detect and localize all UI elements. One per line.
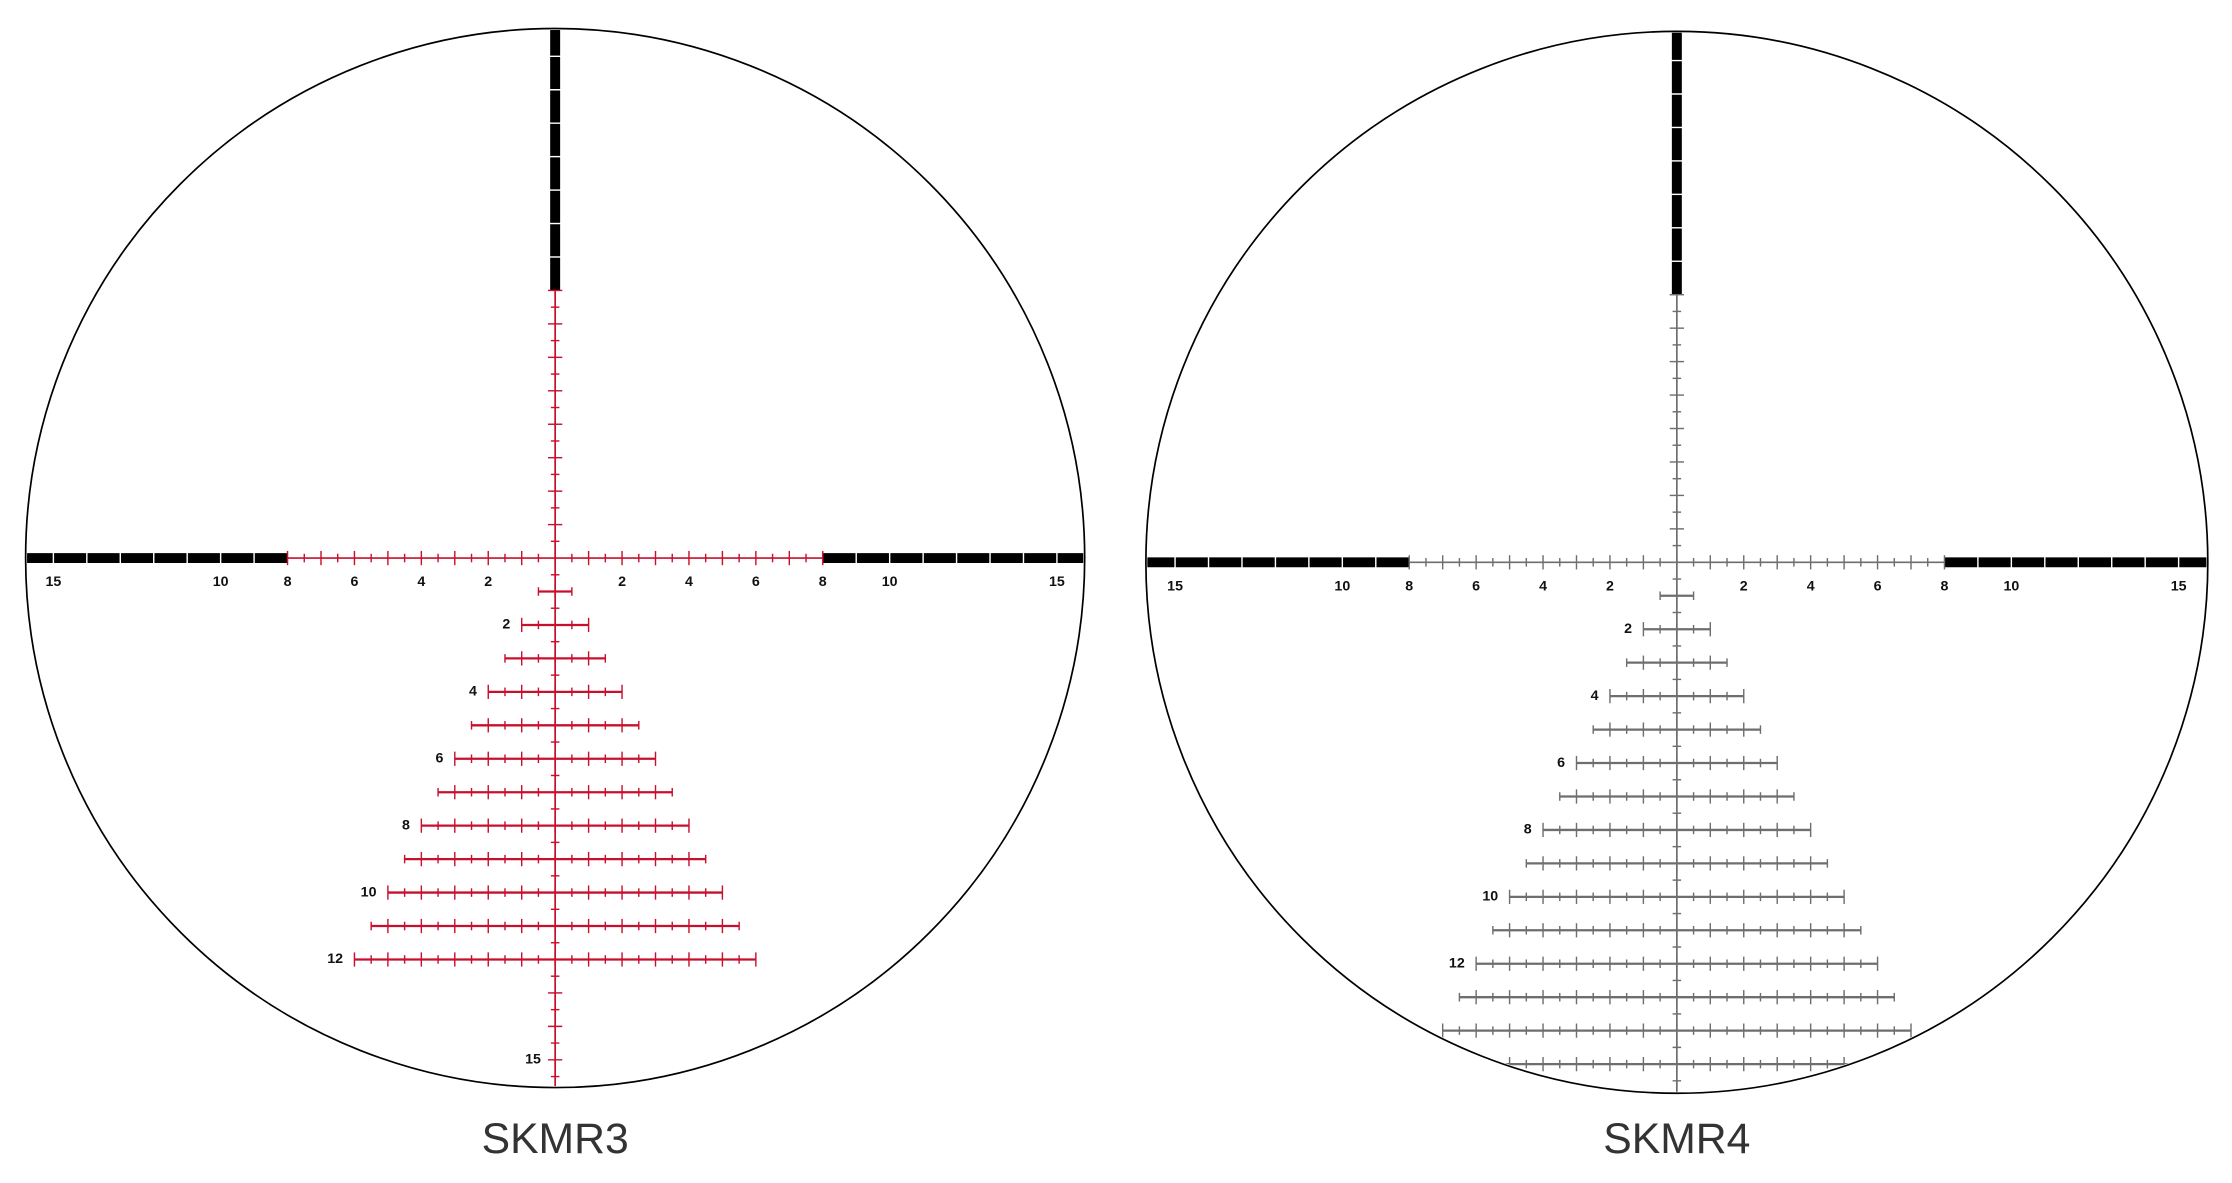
windage-label: 4	[417, 574, 425, 590]
windage-label: 10	[2003, 578, 2019, 594]
elevation-label: 10	[361, 884, 377, 900]
windage-label: 6	[1874, 578, 1882, 594]
elevation-label: 8	[1524, 822, 1532, 838]
windage-label: 6	[752, 574, 760, 590]
elevation-label: 8	[402, 817, 410, 833]
elevation-label: 6	[1557, 755, 1565, 771]
windage-label: 15	[45, 574, 61, 590]
elevation-label: 15	[525, 1052, 541, 1068]
elevation-label: 2	[502, 617, 510, 633]
windage-label: 6	[1472, 578, 1480, 594]
windage-label: 4	[1807, 578, 1815, 594]
windage-label: 4	[685, 574, 693, 590]
elevation-label: 12	[1449, 956, 1465, 972]
elevation-label: 12	[327, 951, 343, 967]
elevation-label: 4	[469, 684, 477, 700]
windage-label: 15	[1167, 578, 1183, 594]
windage-label: 10	[1334, 578, 1350, 594]
scope-ring	[1145, 30, 2209, 1095]
windage-label: 10	[213, 574, 229, 590]
windage-label: 8	[1940, 578, 1948, 594]
windage-label: 2	[1740, 578, 1748, 594]
elevation-label: 6	[435, 751, 443, 767]
scope-ring	[24, 27, 1086, 1089]
windage-label: 2	[484, 574, 492, 590]
windage-label: 2	[618, 574, 626, 590]
windage-label: 8	[284, 574, 292, 590]
reticle-caption: SKMR3	[482, 1115, 629, 1163]
windage-label: 2	[1606, 578, 1614, 594]
windage-label: 4	[1539, 578, 1547, 594]
reticle	[1147, 32, 2207, 1092]
windage-label: 15	[1049, 574, 1065, 590]
windage-label: 6	[350, 574, 358, 590]
elevation-label: 4	[1591, 688, 1599, 704]
windage-label: 15	[2171, 578, 2187, 594]
elevation-label: 10	[1482, 889, 1498, 905]
windage-label: 8	[1405, 578, 1413, 594]
reticle	[27, 29, 1084, 1087]
reticle-caption: SKMR4	[1603, 1115, 1750, 1163]
windage-label: 10	[882, 574, 898, 590]
windage-label: 8	[819, 574, 827, 590]
elevation-label: 2	[1624, 621, 1632, 637]
